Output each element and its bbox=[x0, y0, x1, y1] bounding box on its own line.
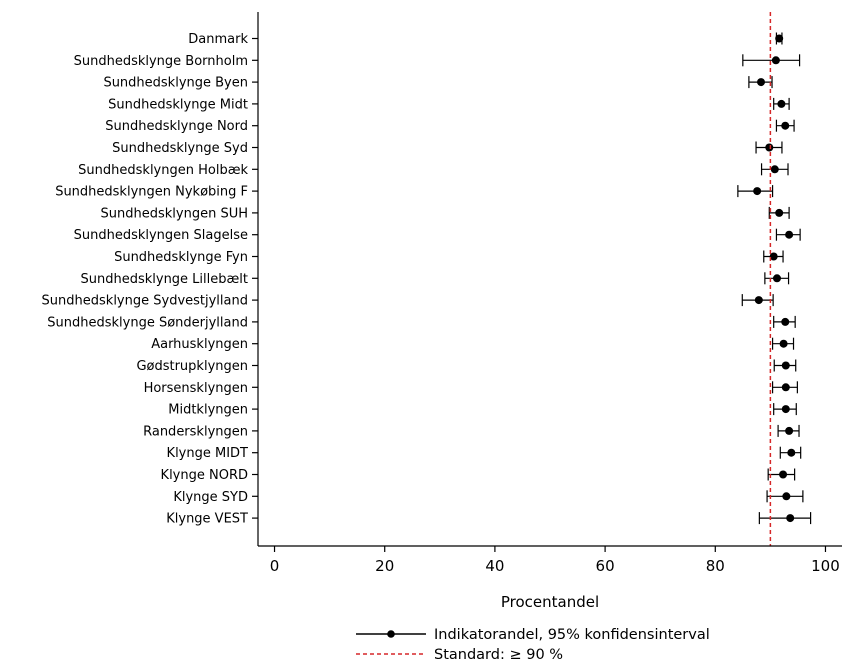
x-tick-label: 100 bbox=[811, 557, 840, 575]
category-label: Sundhedsklynge Bornholm bbox=[74, 54, 248, 69]
data-point bbox=[757, 78, 766, 87]
confidence-interval bbox=[742, 54, 801, 67]
category-label: Randersklyngen bbox=[143, 424, 248, 439]
category-label: Midtklyngen bbox=[168, 403, 248, 418]
x-tick-label: 60 bbox=[596, 557, 615, 575]
category-label: Aarhusklyngen bbox=[151, 337, 248, 352]
confidence-interval bbox=[758, 512, 812, 525]
category-label: Klynge SYD bbox=[173, 490, 248, 505]
data-point bbox=[772, 274, 781, 283]
category-label: Sundhedsklyngen SUH bbox=[101, 206, 248, 221]
data-point bbox=[781, 317, 790, 326]
data-point bbox=[753, 187, 762, 196]
data-point bbox=[777, 99, 786, 108]
category-label: Sundhedsklynge Syd bbox=[112, 141, 248, 156]
category-label: Sundhedsklynge Byen bbox=[103, 76, 248, 91]
data-point bbox=[781, 405, 790, 414]
category-labels: Danmark Sundhedsklynge Bornholm Sundhedskl… bbox=[42, 32, 249, 527]
category-label: Gødstrupklyngen bbox=[136, 359, 248, 374]
data-points bbox=[753, 34, 796, 523]
category-label: Sundhedsklyngen Nykøbing F bbox=[55, 185, 248, 200]
category-label: Sundhedsklynge Sønderjylland bbox=[47, 315, 248, 330]
data-point bbox=[775, 34, 784, 43]
category-label: Sundhedsklyngen Holbæk bbox=[78, 163, 248, 178]
y-axis-ticks bbox=[252, 37, 258, 519]
category-label: Klynge VEST bbox=[166, 512, 248, 527]
data-point bbox=[775, 208, 784, 217]
data-point bbox=[781, 361, 790, 370]
legend-series-label: Indikatorandel, 95% konfidensinterval bbox=[434, 627, 710, 643]
category-label: Danmark bbox=[188, 32, 248, 47]
category-label: Sundhedsklynge Midt bbox=[108, 97, 248, 112]
data-point bbox=[787, 448, 796, 457]
category-label: Sundhedsklyngen Slagelse bbox=[74, 228, 248, 243]
x-tick-label: 80 bbox=[706, 557, 725, 575]
legend-standard-label: Standard: ≥ 90 % bbox=[434, 647, 563, 660]
data-point bbox=[779, 470, 788, 479]
category-label: Sundhedsklynge Sydvestjylland bbox=[42, 294, 248, 309]
data-point bbox=[754, 296, 763, 305]
data-point bbox=[785, 230, 794, 239]
data-point bbox=[770, 165, 779, 174]
data-point bbox=[785, 426, 794, 435]
legend-series-marker bbox=[387, 630, 395, 638]
x-tick-label: 0 bbox=[270, 557, 280, 575]
data-point bbox=[782, 492, 791, 501]
data-point bbox=[786, 514, 795, 523]
category-label: Horsensklyngen bbox=[144, 381, 248, 396]
x-axis-ticks: 0 20 40 60 80 100 bbox=[270, 546, 840, 575]
x-axis-title: Procentandel bbox=[501, 593, 599, 611]
category-label: Sundhedsklynge Lillebælt bbox=[80, 272, 248, 287]
data-point bbox=[781, 383, 790, 392]
category-label: Klynge NORD bbox=[161, 468, 248, 483]
x-tick-label: 20 bbox=[375, 557, 394, 575]
data-point bbox=[781, 121, 790, 130]
x-tick-label: 40 bbox=[485, 557, 504, 575]
category-label: Sundhedsklynge Fyn bbox=[114, 250, 248, 265]
data-point bbox=[779, 339, 788, 348]
category-label: Klynge MIDT bbox=[167, 446, 249, 461]
data-point bbox=[769, 252, 778, 261]
data-point bbox=[771, 56, 780, 65]
category-label: Sundhedsklynge Nord bbox=[105, 119, 248, 134]
legend: Indikatorandel, 95% konfidensinterval St… bbox=[356, 627, 710, 660]
data-point bbox=[765, 143, 774, 152]
